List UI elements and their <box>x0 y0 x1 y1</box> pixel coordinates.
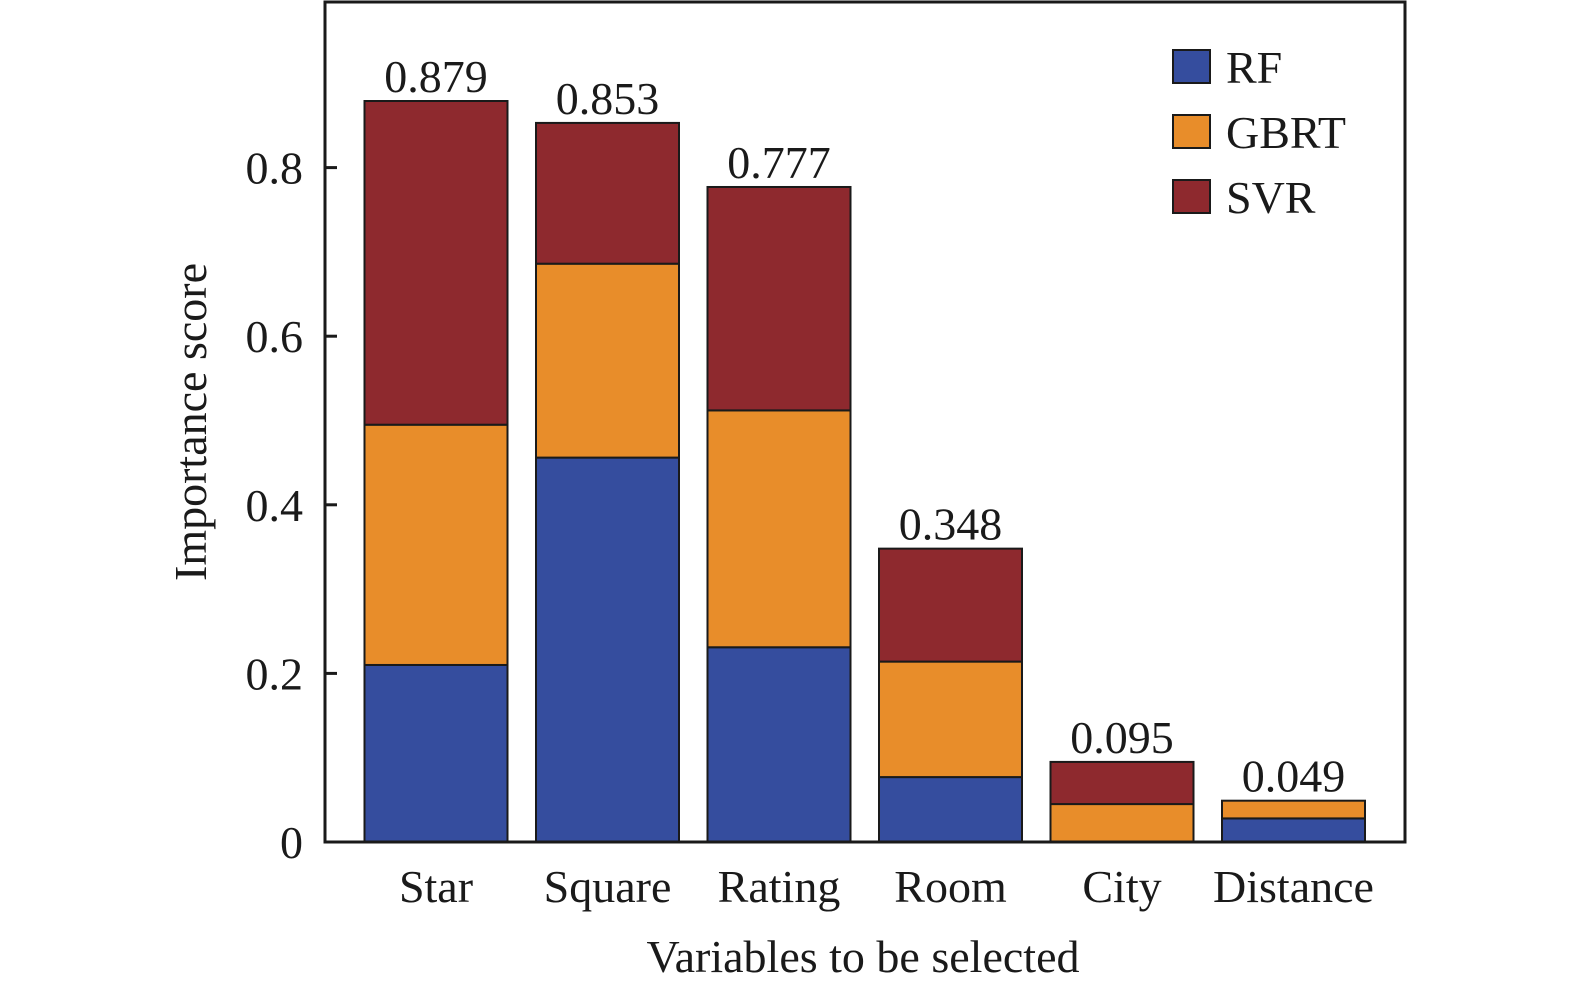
y-tick-label: 0.8 <box>246 143 304 194</box>
total-label-city: 0.095 <box>1070 712 1174 763</box>
bar-rf-star <box>363 663 509 843</box>
bar-group <box>363 100 1366 844</box>
bar-svr-square <box>535 121 680 265</box>
y-tick-label: 0.4 <box>246 480 304 531</box>
y-tick-label: 0.2 <box>246 648 304 699</box>
total-label-group: 0.879 0.853 0.777 0.348 0.095 0.049 <box>384 51 1345 802</box>
bar-svr-room <box>878 547 1023 663</box>
legend-swatch-gbrt <box>1172 114 1211 149</box>
x-axis: Star Square Rating Room City Distance <box>399 861 1374 912</box>
x-tick-label-city: City <box>1082 861 1161 912</box>
legend: RF GBRT SVR <box>1172 42 1346 223</box>
x-tick-label-distance: Distance <box>1213 861 1374 912</box>
total-label-room: 0.348 <box>899 499 1003 550</box>
y-axis-title: Importance score <box>165 263 216 581</box>
total-label-distance: 0.049 <box>1242 751 1346 802</box>
bar-svr-star <box>363 100 509 426</box>
bar-svr-rating <box>706 185 852 412</box>
legend-swatch-svr <box>1172 179 1211 214</box>
total-label-star: 0.879 <box>384 51 488 102</box>
bar-gbrt-room <box>878 660 1023 779</box>
total-label-square: 0.853 <box>556 73 660 124</box>
x-tick-label-star: Star <box>399 861 473 912</box>
y-tick-label: 0.6 <box>246 311 304 362</box>
legend-label-svr: SVR <box>1226 172 1316 223</box>
bar-rf-square <box>535 456 680 843</box>
bar-rf-rating <box>706 646 852 844</box>
bar-gbrt-rating <box>706 409 852 649</box>
bar-svr-city <box>1049 760 1195 806</box>
y-axis: 0 0.2 0.4 0.6 0.8 <box>246 143 337 868</box>
legend-label-rf: RF <box>1226 42 1282 93</box>
x-tick-label-rating: Rating <box>718 861 841 912</box>
x-tick-label-square: Square <box>544 861 672 912</box>
x-axis-title: Variables to be selected <box>647 931 1080 982</box>
bar-gbrt-square <box>535 262 680 459</box>
y-tick-label: 0 <box>280 817 303 868</box>
legend-label-gbrt: GBRT <box>1226 107 1346 158</box>
bar-rf-distance <box>1221 817 1366 843</box>
bar-gbrt-city <box>1049 803 1195 844</box>
plot-frame <box>323 0 1407 844</box>
legend-swatch-rf <box>1172 49 1211 84</box>
bar-gbrt-star <box>363 423 509 666</box>
total-label-rating: 0.777 <box>727 137 831 188</box>
bar-rf-room <box>878 776 1023 843</box>
x-tick-label-room: Room <box>894 861 1007 912</box>
bar-gbrt-distance <box>1221 799 1366 820</box>
